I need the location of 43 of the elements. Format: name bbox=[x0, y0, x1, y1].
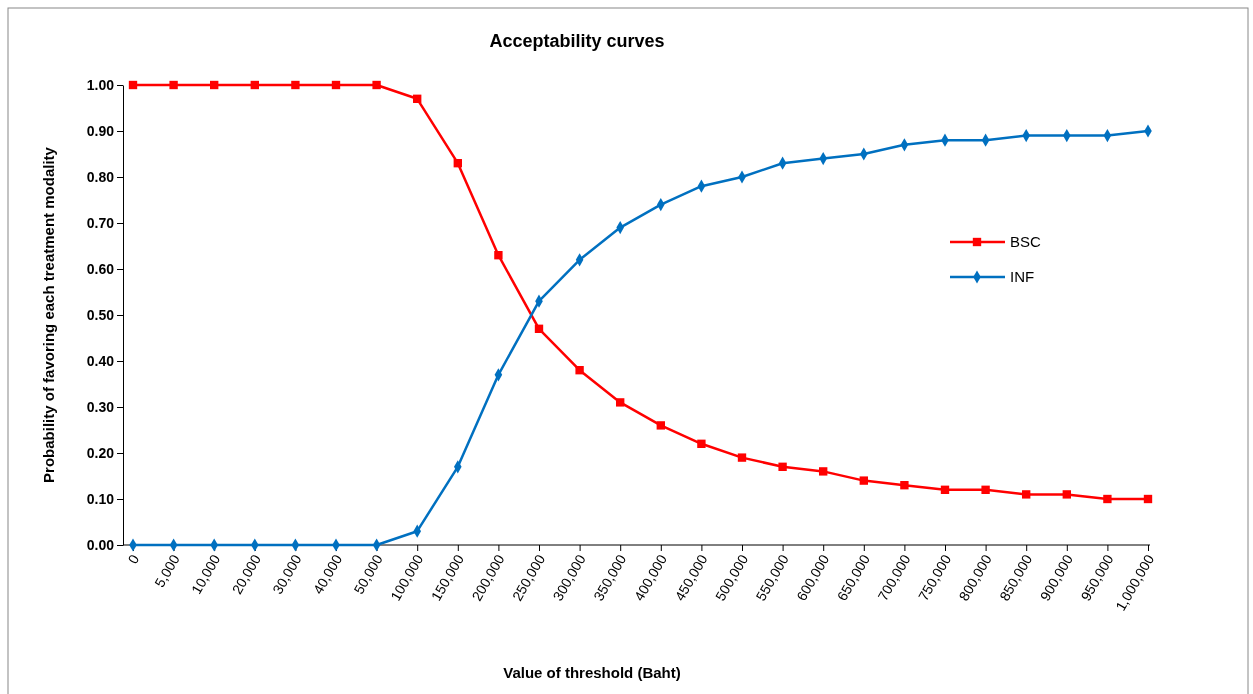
point bbox=[169, 80, 178, 90]
y-tick-label: 0.60 bbox=[86, 260, 115, 277]
point bbox=[981, 485, 990, 494]
x-tick-label: 0 bbox=[124, 551, 143, 567]
x-axis-title: Value of threshold (Baht) bbox=[503, 664, 681, 681]
y-tick-label: 0.30 bbox=[86, 398, 115, 415]
point bbox=[413, 94, 422, 103]
y-tick-label: 0.40 bbox=[86, 352, 115, 369]
point bbox=[616, 398, 625, 407]
point bbox=[1022, 490, 1031, 499]
point bbox=[291, 80, 300, 90]
chart-title: Acceptability curves bbox=[489, 31, 665, 51]
y-tick-label: 0.10 bbox=[86, 490, 115, 507]
y-tick-label: 0.00 bbox=[86, 536, 115, 553]
point bbox=[737, 453, 747, 462]
y-tick-label: 0.90 bbox=[86, 122, 115, 139]
point bbox=[1103, 494, 1112, 504]
point bbox=[210, 80, 219, 90]
y-tick-label: 1.00 bbox=[86, 76, 115, 93]
legend-label: BSC bbox=[1010, 233, 1042, 250]
point bbox=[575, 366, 584, 375]
y-tick-label: 0.70 bbox=[86, 214, 115, 231]
y-axis-title: Probability of favoring each treatment modality bbox=[40, 146, 57, 483]
point bbox=[453, 159, 462, 168]
point bbox=[534, 324, 544, 333]
y-tick-label: 0.80 bbox=[86, 168, 115, 185]
point bbox=[778, 462, 787, 471]
point bbox=[494, 251, 503, 260]
point bbox=[819, 467, 828, 476]
y-tick-label: 0.20 bbox=[86, 444, 115, 461]
point bbox=[940, 485, 950, 494]
legend-label: INF bbox=[1010, 268, 1035, 285]
point bbox=[900, 481, 909, 490]
point bbox=[372, 80, 381, 90]
point bbox=[697, 439, 706, 448]
point bbox=[331, 80, 341, 90]
point bbox=[250, 80, 259, 90]
point bbox=[128, 80, 138, 90]
point bbox=[859, 476, 868, 485]
y-tick-label: 0.50 bbox=[86, 306, 115, 323]
point bbox=[1143, 494, 1153, 504]
point bbox=[1062, 490, 1071, 499]
point bbox=[656, 421, 665, 430]
